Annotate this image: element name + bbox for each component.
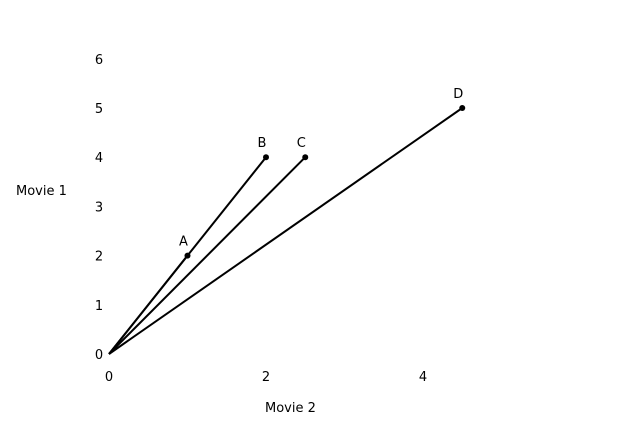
y-tick-label-5: 5 [95,102,103,117]
y-tick-label-1: 1 [95,299,103,314]
x-tick-label-4: 4 [419,370,427,385]
y-tick-label-4: 4 [95,151,103,166]
x-tick-labels: 0 2 4 [105,370,427,385]
point-label-d: D [453,87,463,102]
point-d [459,105,466,111]
y-tick-labels: 0 1 2 3 4 5 6 [95,53,103,363]
point-label-c: C [297,136,306,151]
point-label-a: A [179,235,188,250]
y-tick-label-6: 6 [95,53,103,68]
point-a [184,252,191,259]
y-axis-label: Movie 1 [16,184,67,199]
y-tick-label-3: 3 [95,200,103,215]
x-tick-label-0: 0 [105,370,113,385]
point-label-b: B [258,136,267,151]
x-tick-label-2: 2 [262,370,270,385]
y-tick-label-2: 2 [95,250,103,265]
vector-line-c [108,156,306,355]
vector-points [184,105,466,259]
point-b [263,154,269,161]
point-c [302,154,309,161]
y-tick-label-0: 0 [95,348,103,363]
vector-lines [108,107,463,355]
vector-line-d [108,107,463,355]
x-axis-label: Movie 2 [265,401,316,416]
vector-labels: A B C D [179,87,463,250]
